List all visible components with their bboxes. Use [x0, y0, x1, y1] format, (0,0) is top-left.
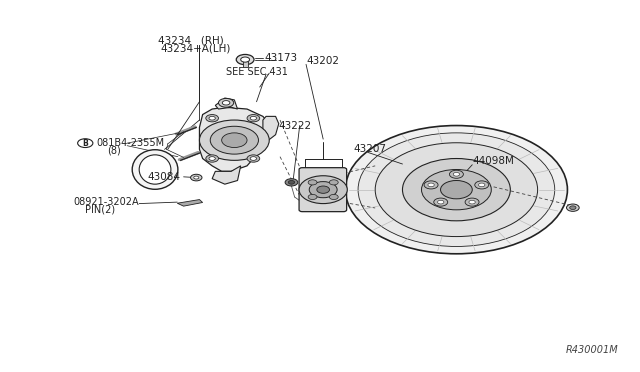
Circle shape [317, 186, 330, 193]
Circle shape [218, 99, 234, 107]
Circle shape [250, 116, 257, 120]
Circle shape [566, 204, 579, 211]
Circle shape [449, 170, 463, 178]
Circle shape [209, 157, 215, 160]
Circle shape [424, 181, 438, 189]
Text: 081B4-2355M: 081B4-2355M [96, 138, 164, 148]
Text: 43173: 43173 [264, 54, 298, 64]
Circle shape [440, 180, 472, 199]
Circle shape [288, 180, 294, 184]
Circle shape [221, 133, 247, 148]
Circle shape [194, 176, 199, 179]
Text: B: B [83, 139, 88, 148]
Circle shape [330, 180, 338, 185]
Circle shape [570, 206, 576, 209]
Circle shape [434, 198, 448, 206]
Circle shape [330, 195, 338, 199]
Circle shape [241, 57, 250, 62]
Ellipse shape [132, 150, 178, 189]
Text: 44098M: 44098M [472, 157, 514, 166]
Text: 43234   (RH): 43234 (RH) [158, 35, 224, 45]
Circle shape [469, 200, 476, 204]
Text: (8): (8) [108, 145, 121, 155]
Circle shape [206, 115, 218, 122]
Circle shape [211, 126, 259, 154]
FancyBboxPatch shape [299, 168, 347, 212]
Circle shape [403, 158, 510, 221]
Circle shape [285, 179, 298, 186]
Text: PIN(2): PIN(2) [85, 205, 115, 215]
Circle shape [250, 157, 257, 160]
Circle shape [247, 155, 260, 162]
Polygon shape [215, 98, 237, 109]
Circle shape [308, 180, 317, 185]
Circle shape [465, 198, 479, 206]
Polygon shape [177, 199, 203, 206]
Polygon shape [200, 107, 266, 171]
Circle shape [200, 120, 269, 160]
Circle shape [479, 183, 485, 187]
Ellipse shape [139, 155, 171, 184]
Text: SEE SEC.431: SEE SEC.431 [226, 67, 288, 77]
Circle shape [346, 125, 568, 254]
Text: 43202: 43202 [306, 57, 339, 67]
Circle shape [308, 195, 317, 199]
Circle shape [299, 176, 348, 203]
Text: 43207: 43207 [354, 144, 387, 154]
Bar [243, 61, 248, 67]
Circle shape [375, 143, 538, 237]
Text: 43084: 43084 [147, 172, 180, 182]
Circle shape [453, 173, 460, 176]
Text: 43234+A(LH): 43234+A(LH) [160, 43, 230, 53]
Circle shape [222, 100, 230, 105]
Text: R430001M: R430001M [566, 344, 618, 355]
Circle shape [309, 182, 337, 198]
Circle shape [438, 200, 444, 204]
Circle shape [428, 183, 434, 187]
Circle shape [191, 174, 202, 181]
Circle shape [209, 116, 215, 120]
Text: 43222: 43222 [278, 121, 311, 131]
Circle shape [206, 155, 218, 162]
Circle shape [247, 115, 260, 122]
Circle shape [236, 54, 254, 65]
Circle shape [422, 170, 492, 210]
Text: 08921-3202A: 08921-3202A [74, 198, 140, 208]
Polygon shape [263, 116, 279, 142]
Polygon shape [212, 166, 241, 184]
Circle shape [475, 181, 489, 189]
Circle shape [358, 133, 555, 247]
